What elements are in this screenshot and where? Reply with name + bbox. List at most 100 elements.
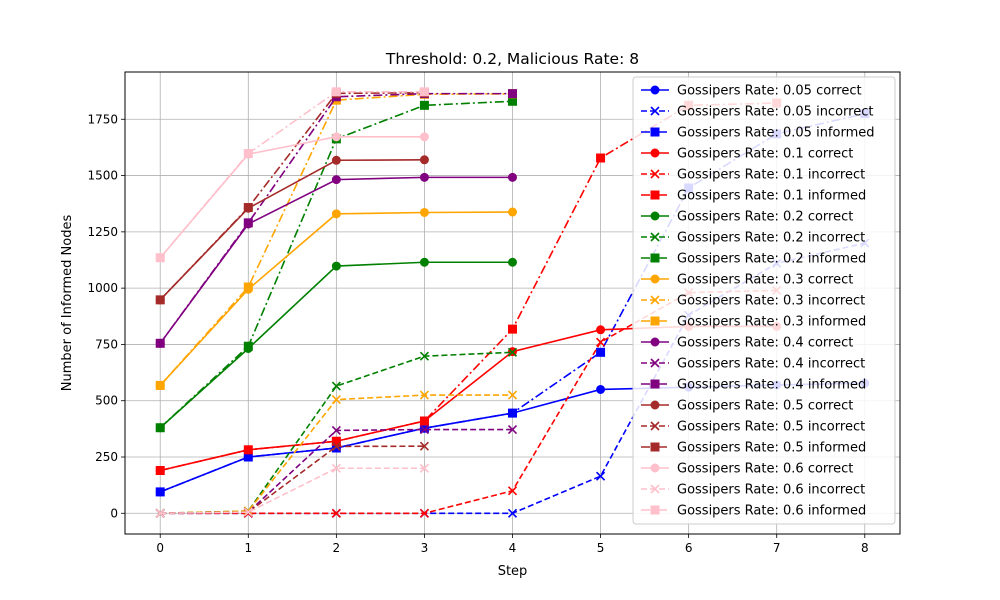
legend-label: Gossipers Rate: 0.3 correct bbox=[677, 273, 853, 288]
legend-marker bbox=[650, 337, 660, 347]
series-path bbox=[159, 91, 425, 259]
legend-label: Gossipers Rate: 0.2 correct bbox=[677, 210, 853, 225]
x-tick-label: 8 bbox=[861, 541, 869, 555]
data-point bbox=[331, 155, 341, 165]
legend-entry: Gossipers Rate: 0.2 incorrect bbox=[641, 231, 865, 246]
data-point bbox=[331, 132, 341, 142]
legend-entry: Gossipers Rate: 0.2 correct bbox=[641, 210, 853, 225]
x-axis-label: Step bbox=[498, 564, 528, 579]
legend-label: Gossipers Rate: 0.4 informed bbox=[677, 378, 866, 393]
legend-label: Gossipers Rate: 0.05 informed bbox=[677, 126, 875, 141]
legend-entry: Gossipers Rate: 0.4 incorrect bbox=[641, 357, 865, 372]
data-point bbox=[508, 408, 517, 418]
series-line bbox=[155, 463, 429, 518]
data-point bbox=[508, 172, 517, 182]
y-axis-label: Number of Informed Nodes bbox=[60, 215, 75, 392]
series-line bbox=[155, 87, 429, 263]
data-point bbox=[243, 341, 253, 351]
data-point bbox=[331, 209, 341, 219]
legend-entry: Gossipers Rate: 0.1 correct bbox=[641, 147, 853, 162]
legend-label: Gossipers Rate: 0.3 informed bbox=[677, 315, 866, 330]
legend-marker bbox=[650, 358, 660, 368]
legend: Gossipers Rate: 0.05 correct Gossipers Ra… bbox=[632, 76, 896, 525]
data-point bbox=[419, 390, 429, 400]
data-point bbox=[243, 149, 253, 159]
x-tick-label: 5 bbox=[597, 541, 605, 555]
legend-box bbox=[632, 76, 896, 525]
data-point bbox=[507, 347, 518, 357]
legend-marker bbox=[650, 442, 660, 452]
x-tick-label: 3 bbox=[421, 541, 429, 555]
data-point bbox=[507, 508, 518, 518]
data-point bbox=[596, 153, 606, 163]
legend-label: Gossipers Rate: 0.6 correct bbox=[677, 462, 853, 477]
x-tick-label: 7 bbox=[773, 541, 781, 555]
legend-entry: Gossipers Rate: 0.05 informed bbox=[641, 126, 875, 141]
data-point bbox=[507, 424, 518, 435]
series-path bbox=[159, 91, 425, 301]
legend-entry: Gossipers Rate: 0.5 correct bbox=[641, 399, 853, 414]
data-point bbox=[419, 100, 429, 110]
data-point bbox=[243, 445, 253, 455]
legend-entry: Gossipers Rate: 0.05 correct bbox=[641, 84, 862, 99]
data-point bbox=[155, 466, 165, 476]
y-tick-label: 750 bbox=[95, 337, 118, 351]
legend-label: Gossipers Rate: 0.1 informed bbox=[677, 189, 866, 204]
data-point bbox=[331, 175, 341, 185]
data-point bbox=[419, 257, 429, 267]
data-point bbox=[596, 384, 606, 394]
legend-marker bbox=[650, 274, 660, 284]
legend-marker bbox=[650, 85, 660, 95]
data-point bbox=[596, 325, 606, 335]
data-point bbox=[507, 390, 518, 400]
data-point bbox=[419, 207, 429, 217]
data-point bbox=[419, 351, 429, 361]
legend-marker bbox=[650, 505, 660, 515]
data-point bbox=[419, 172, 429, 182]
y-tick-label: 1750 bbox=[87, 112, 118, 126]
data-point bbox=[508, 257, 517, 267]
legend-marker bbox=[650, 169, 660, 179]
data-point bbox=[507, 486, 518, 496]
data-point bbox=[508, 89, 517, 99]
data-point bbox=[243, 507, 253, 517]
data-point bbox=[243, 282, 253, 292]
legend-label: Gossipers Rate: 0.5 incorrect bbox=[677, 420, 865, 435]
data-point bbox=[243, 218, 253, 228]
data-point bbox=[155, 380, 165, 390]
data-point bbox=[331, 463, 341, 473]
y-tick-label: 1000 bbox=[87, 281, 118, 295]
data-point bbox=[155, 253, 165, 263]
legend-entry: Gossipers Rate: 0.3 correct bbox=[641, 273, 853, 288]
legend-marker bbox=[650, 484, 660, 494]
legend-label: Gossipers Rate: 0.05 incorrect bbox=[677, 105, 873, 120]
series-path bbox=[160, 102, 777, 472]
chart-title: Threshold: 0.2, Malicious Rate: 8 bbox=[385, 50, 639, 68]
data-point bbox=[331, 395, 341, 405]
legend-entry: Gossipers Rate: 0.5 informed bbox=[641, 441, 866, 456]
data-point bbox=[331, 436, 341, 446]
data-point bbox=[331, 425, 341, 435]
legend-label: Gossipers Rate: 0.3 incorrect bbox=[677, 294, 865, 309]
legend-marker bbox=[650, 127, 660, 137]
legend-marker bbox=[650, 463, 660, 473]
y-tick-label: 1500 bbox=[87, 169, 118, 183]
data-point bbox=[243, 203, 253, 213]
legend-marker bbox=[650, 232, 660, 242]
legend-entry: Gossipers Rate: 0.4 correct bbox=[641, 336, 853, 351]
data-point bbox=[155, 338, 165, 348]
data-point bbox=[508, 96, 517, 106]
legend-entry: Gossipers Rate: 0.6 informed bbox=[641, 504, 866, 519]
data-point bbox=[331, 381, 341, 391]
x-tick-label: 1 bbox=[244, 541, 252, 555]
data-point bbox=[155, 487, 165, 497]
data-point bbox=[419, 508, 429, 518]
data-point bbox=[419, 132, 429, 142]
legend-entry: Gossipers Rate: 0.1 informed bbox=[641, 189, 866, 204]
data-point bbox=[331, 441, 341, 451]
legend-label: Gossipers Rate: 0.6 incorrect bbox=[677, 483, 865, 498]
data-point bbox=[508, 207, 517, 217]
legend-label: Gossipers Rate: 0.2 informed bbox=[677, 252, 866, 267]
legend-entry: Gossipers Rate: 0.6 correct bbox=[641, 462, 853, 477]
legend-marker bbox=[650, 316, 660, 326]
